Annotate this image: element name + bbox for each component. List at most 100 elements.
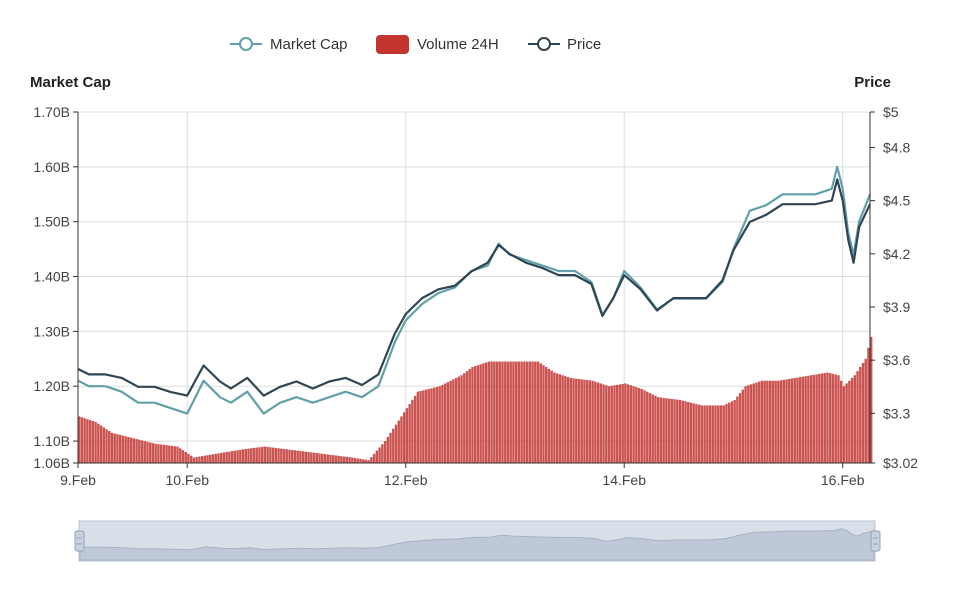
- volume-bar: [173, 446, 176, 463]
- volume-bar: [277, 448, 280, 463]
- volume-bar: [654, 395, 657, 463]
- volume-bar: [495, 361, 499, 463]
- volume-bar: [870, 336, 873, 463]
- legend-item-volume[interactable]: Volume 24H: [376, 35, 499, 54]
- volume-bar: [512, 361, 515, 463]
- right-tick-label: $4.5: [883, 193, 910, 209]
- volume-bar: [801, 376, 805, 463]
- volume-bar: [793, 377, 796, 463]
- slider-handle-right[interactable]: [870, 530, 881, 552]
- volume-bar: [274, 447, 278, 463]
- volume-bar: [405, 408, 409, 463]
- volume-bar: [572, 378, 575, 463]
- volume-bar: [749, 384, 753, 463]
- volume-bar: [143, 441, 146, 463]
- volume-bar: [430, 388, 433, 463]
- volume-bar: [140, 440, 144, 463]
- volume-bar: [547, 368, 551, 463]
- volume-bar: [370, 457, 373, 463]
- volume-bar: [744, 386, 747, 463]
- right-tick-label: $3.3: [883, 405, 910, 421]
- volume-bar: [282, 448, 286, 463]
- volume-bar: [741, 389, 745, 463]
- slider-handle-right-grip[interactable]: [870, 530, 881, 552]
- volume-bar: [506, 361, 510, 463]
- volume-bar: [812, 374, 816, 463]
- volume-bar: [315, 453, 318, 463]
- volume-bar: [607, 386, 611, 463]
- volume-bar: [482, 363, 485, 463]
- volume-bar: [673, 399, 676, 463]
- volume-bar: [714, 405, 717, 463]
- volume-bar: [80, 417, 84, 463]
- volume-bar: [580, 379, 583, 463]
- volume-bar: [184, 452, 187, 463]
- volume-bar: [299, 451, 302, 463]
- volume-bar: [648, 393, 652, 463]
- volume-bar: [610, 385, 613, 463]
- data-zoom-slider[interactable]: [74, 520, 881, 562]
- volume-bar: [236, 450, 239, 463]
- volume-bars: [78, 336, 873, 463]
- volume-bar: [146, 441, 149, 463]
- x-tick-label: 9.Feb: [60, 472, 96, 488]
- legend[interactable]: Market Cap Volume 24H Price: [230, 35, 601, 54]
- volume-bar: [697, 404, 701, 463]
- volume-bar: [831, 373, 835, 463]
- volume-bar: [334, 455, 338, 463]
- volume-bar: [766, 380, 769, 463]
- volume-bar: [78, 416, 81, 463]
- volume-bar: [667, 398, 671, 463]
- volume-bar: [154, 443, 157, 463]
- volume-bar: [312, 452, 316, 463]
- volume-bar: [479, 364, 482, 463]
- volume-bar: [433, 387, 436, 463]
- volume-bar: [820, 373, 824, 463]
- volume-bar: [135, 439, 138, 463]
- volume-bar: [717, 405, 720, 463]
- volume-bar: [514, 361, 518, 463]
- volume-bar: [594, 381, 597, 463]
- legend-item-market-cap[interactable]: Market Cap: [230, 36, 348, 53]
- slider-handle-left-grip[interactable]: [74, 530, 85, 552]
- volume-bar: [575, 378, 578, 463]
- x-tick-label: 12.Feb: [384, 472, 428, 488]
- volume-bar: [342, 456, 346, 463]
- volume-bar: [774, 380, 777, 463]
- volume-bar: [829, 373, 832, 463]
- volume-bar: [454, 377, 458, 463]
- left-tick-label: 1.10B: [33, 433, 70, 449]
- slider-preview: [79, 528, 875, 561]
- volume-bar: [203, 455, 207, 463]
- volume-bar: [651, 394, 654, 463]
- volume-bar: [449, 380, 452, 463]
- volume-bar: [656, 397, 660, 463]
- volume-bar: [629, 385, 633, 463]
- volume-bar: [157, 444, 160, 463]
- volume-bar: [684, 401, 687, 463]
- left-tick-label: 1.60B: [33, 159, 70, 175]
- legend-market-cap-label: Market Cap: [270, 36, 348, 53]
- volume-bar: [110, 432, 114, 463]
- volume-bar: [170, 445, 174, 463]
- volume-bar: [222, 452, 226, 463]
- volume-bar: [260, 446, 264, 463]
- volume-bar: [733, 399, 736, 463]
- volume-bar: [676, 399, 679, 463]
- volume-bar: [583, 379, 586, 463]
- volume-bar: [596, 382, 600, 463]
- volume-bar: [402, 412, 406, 463]
- volume-bar: [848, 380, 851, 463]
- left-tick-label: 1.50B: [33, 214, 70, 230]
- volume-bar: [411, 399, 414, 463]
- volume-bar: [138, 439, 141, 463]
- legend-item-price[interactable]: Price: [528, 36, 601, 53]
- slider-handle-left[interactable]: [74, 530, 85, 552]
- volume-bar: [413, 395, 417, 463]
- volume-bar: [149, 442, 152, 463]
- volume-bar: [129, 437, 133, 463]
- volume-bar: [553, 372, 556, 463]
- volume-bar: [99, 425, 103, 463]
- volume-bar: [640, 388, 643, 463]
- volume-bar: [542, 365, 545, 463]
